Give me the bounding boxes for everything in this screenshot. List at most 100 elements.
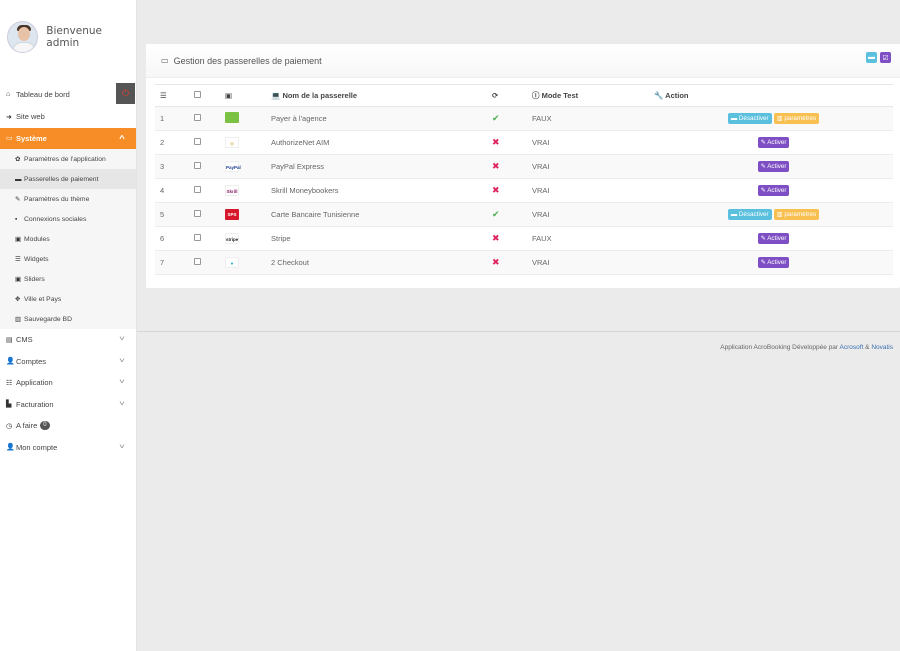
sidebar-item-dashboard[interactable]: ⌂ Tableau de bord: [0, 83, 136, 106]
order-column-header[interactable]: ☰: [155, 84, 194, 107]
row-checkbox[interactable]: [194, 234, 201, 241]
cms-icon: ▤: [6, 336, 13, 344]
power-button[interactable]: ⏻: [116, 83, 135, 104]
submenu-item[interactable]: ▬ Passerelles de paiement: [0, 169, 136, 189]
settings-button[interactable]: ▥ paramètres: [773, 209, 820, 220]
sidebar-item-site-web[interactable]: ➜ Site web: [0, 106, 136, 128]
gateways-table: ☰ ▣ 💻 Nom de la passerelle ⟳ ⓘ Mode Test…: [155, 84, 893, 275]
cross-icon: ✖: [492, 185, 500, 195]
submenu-item[interactable]: ▪ Connexions sociales: [0, 209, 136, 229]
panel-header: ▭ Gestion des passerelles de paiement: [146, 44, 900, 78]
button-label: Désactiver: [738, 115, 769, 122]
minimize-button[interactable]: ▬: [866, 52, 877, 63]
sidebar-item-comptes[interactable]: 👤 Comptes ˅: [0, 351, 136, 373]
chevron-down-icon: ˅: [119, 336, 125, 344]
sidebar-item-application[interactable]: ☷ Application ˅: [0, 372, 136, 394]
mode-test-value: FAUX: [532, 226, 654, 251]
gateway-name: AuthorizeNet AIM: [271, 130, 492, 155]
activate-button[interactable]: ✎ Activer: [757, 185, 790, 196]
sidebar-item-facturation[interactable]: ▙ Facturation ˅: [0, 394, 136, 416]
activate-button[interactable]: ✎ Activer: [757, 257, 790, 268]
table-row: 4 Skrill Skrill Moneybookers ✖ VRAI ✎ Activer: [155, 178, 893, 203]
logo-cell: Skrill: [225, 178, 271, 203]
gateway-name: Payer à l'agence: [271, 106, 492, 131]
deactivate-button[interactable]: ▬ Désactiver: [727, 209, 772, 220]
edit-button[interactable]: ☑: [880, 52, 891, 63]
row-checkbox[interactable]: [194, 162, 201, 169]
action-column-header: 🔧 Action: [654, 84, 893, 107]
submenu-item[interactable]: ▣ Sliders: [0, 269, 136, 289]
sidebar-item-label: A faire: [16, 421, 38, 431]
edit-icon: ✎: [760, 139, 768, 146]
credit-card-icon: ▭: [161, 56, 169, 65]
actions-cell: ✎ Activer: [654, 226, 893, 251]
row-checkbox-cell: [194, 226, 225, 251]
sidebar-item-label: Mon compte: [16, 442, 58, 452]
name-column-header[interactable]: 💻 Nom de la passerelle: [271, 84, 492, 107]
gear-icon: ✿: [15, 156, 21, 163]
submenu-item-label: Ville et Pays: [24, 295, 62, 303]
table-row: 3 PayPal PayPal Express ✖ VRAI ✎ Activer: [155, 154, 893, 179]
laptop-icon: 💻: [271, 91, 281, 100]
submenu-item[interactable]: ✎ Paramètres du thème: [0, 189, 136, 209]
acrosoft-link[interactable]: Acrosoft: [839, 344, 864, 351]
row-checkbox-cell: [194, 106, 225, 131]
row-checkbox-cell: [194, 250, 225, 275]
submenu-item-label: Sliders: [24, 275, 45, 283]
footer-text: Application AcroBooking Développée par: [720, 344, 840, 351]
logo-cell: ◎: [225, 130, 271, 155]
submenu-item[interactable]: ☰ Widgets: [0, 249, 136, 269]
row-checkbox[interactable]: [194, 258, 201, 265]
mode-test-value: VRAI: [532, 250, 654, 275]
novatis-link[interactable]: Novatis: [871, 344, 893, 351]
sidebar-item-label: Système: [16, 133, 47, 143]
cross-icon: ✖: [492, 137, 500, 147]
mode-test-value: VRAI: [532, 202, 654, 227]
row-checkbox-cell: [194, 130, 225, 155]
row-checkbox[interactable]: [194, 138, 201, 145]
status-cell: ✖: [492, 154, 532, 179]
edit-icon: ✎: [760, 235, 768, 242]
status-cell: ✖: [492, 226, 532, 251]
sidebar-item-a-faire[interactable]: ◷ A faire 0: [0, 415, 136, 437]
row-checkbox[interactable]: [194, 186, 201, 193]
logo-cell: [225, 106, 271, 131]
footer-divider: [137, 331, 900, 332]
activate-button[interactable]: ✎ Activer: [757, 233, 790, 244]
activate-button[interactable]: ✎ Activer: [757, 161, 790, 172]
row-checkbox[interactable]: [194, 114, 201, 121]
table-row: 6 stripe Stripe ✖ FAUX ✎ Activer: [155, 226, 893, 251]
image-icon: ▣: [225, 91, 233, 100]
row-checkbox-cell: [194, 202, 225, 227]
activate-button[interactable]: ✎ Activer: [757, 137, 790, 148]
share-icon: ▪: [15, 215, 18, 223]
select-all-checkbox[interactable]: [194, 91, 201, 98]
gateway-name: Carte Bancaire Tunisienne: [271, 202, 492, 227]
image-icon: ▣: [15, 236, 22, 243]
actions-cell: ✎ Activer: [654, 250, 893, 275]
submenu-item[interactable]: ▣ Modules: [0, 229, 136, 249]
table-row: 2 ◎ AuthorizeNet AIM ✖ VRAI ✎ Activer: [155, 130, 893, 155]
mode-column-header[interactable]: ⓘ Mode Test: [532, 84, 654, 107]
sidebar-item-cms[interactable]: ▤ CMS ˅: [0, 329, 136, 351]
button-label: Activer: [767, 259, 787, 266]
edit-icon: ✎: [760, 163, 768, 170]
avatar[interactable]: [7, 21, 39, 53]
submenu-item[interactable]: ▥ Sauvegarde BD: [0, 309, 136, 329]
panel-header-buttons: ▬ ☑: [866, 52, 891, 63]
row-number: 4: [155, 178, 194, 203]
submenu-item[interactable]: ✥ Ville et Pays: [0, 289, 136, 309]
row-number: 3: [155, 154, 194, 179]
sidebar-item-systeme[interactable]: ▭ Système ˄: [0, 127, 136, 149]
deactivate-button[interactable]: ▬ Désactiver: [727, 113, 772, 124]
submenu-item[interactable]: ✿ Paramètres de l'application: [0, 149, 136, 169]
sidebar: Bienvenue admin ⌂ Tableau de bord ⏻ ➜ Sit…: [0, 0, 137, 651]
gateways-panel: ▭ Gestion des passerelles de paiement ▬ …: [146, 44, 900, 288]
settings-button[interactable]: ▥ paramètres: [773, 113, 820, 124]
chevron-down-icon: ˅: [119, 379, 125, 387]
button-label: Activer: [767, 139, 787, 146]
row-checkbox[interactable]: [194, 210, 201, 217]
row-number: 6: [155, 226, 194, 251]
sidebar-item-mon-compte[interactable]: 👤 Mon compte ˅: [0, 437, 136, 459]
chevron-down-icon: ˅: [119, 400, 125, 408]
